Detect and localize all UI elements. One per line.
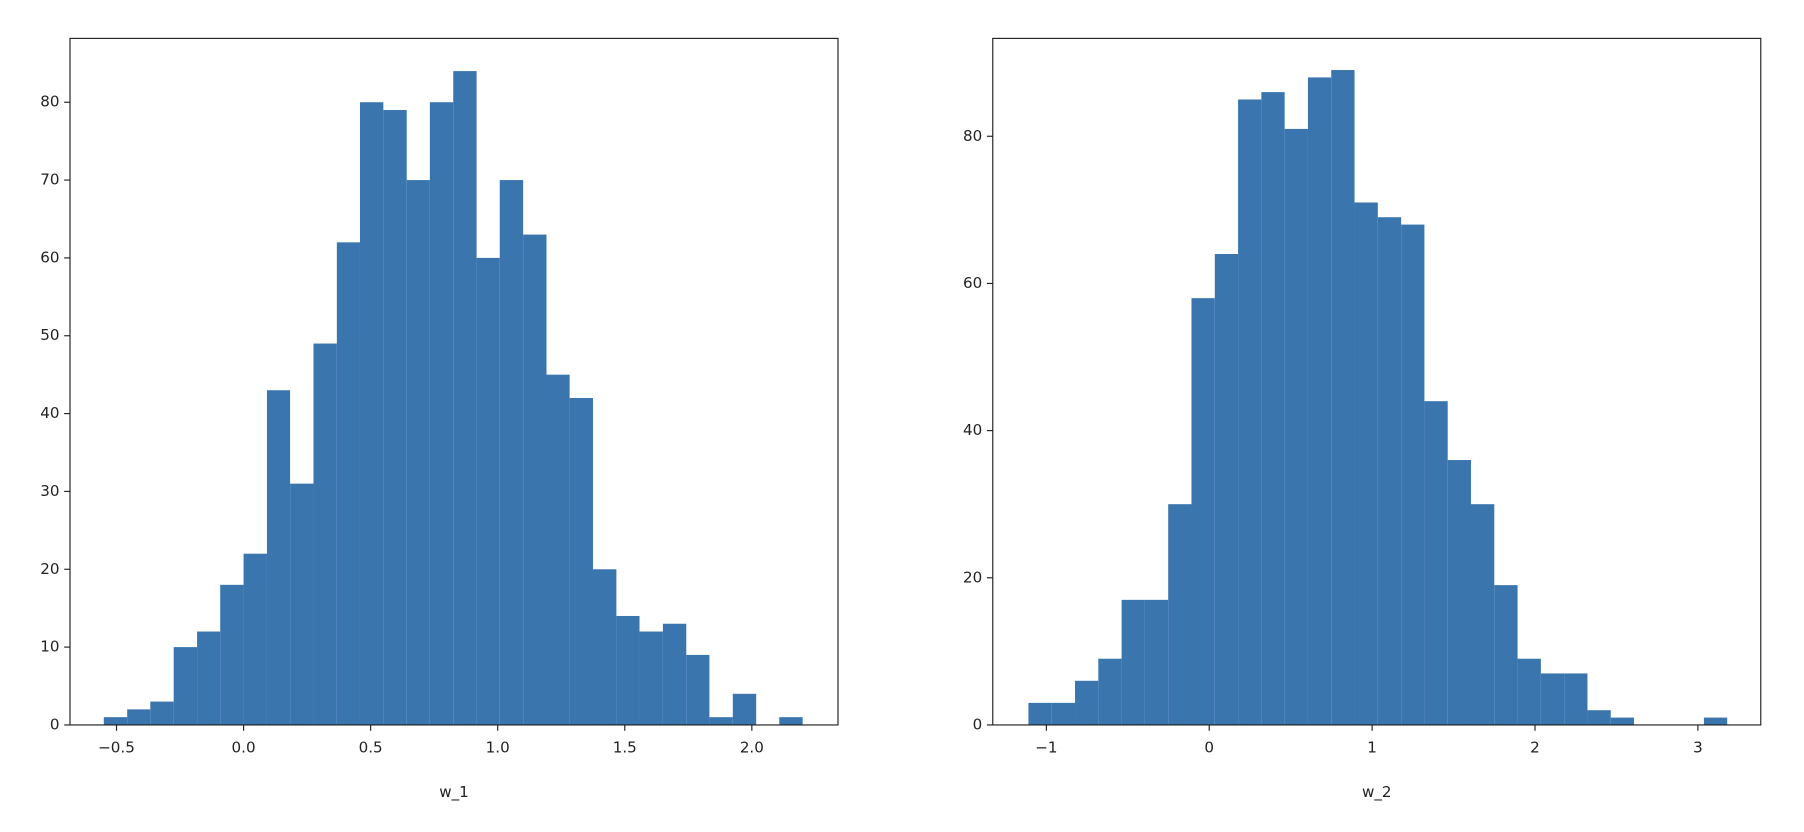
bar <box>1284 128 1308 725</box>
bar <box>1028 702 1052 725</box>
x-tick-label: 1.0 <box>486 739 510 757</box>
bar <box>173 647 198 725</box>
x-tick-label: 0.5 <box>359 739 383 757</box>
bar <box>359 102 384 725</box>
bar <box>709 717 733 725</box>
bar <box>569 398 594 725</box>
bar <box>1238 99 1262 725</box>
x-tick-label: 0 <box>1204 739 1214 757</box>
bar <box>103 717 128 725</box>
bar <box>1098 658 1122 725</box>
bar <box>1540 673 1565 725</box>
x-tick-label: 3 <box>1693 739 1703 757</box>
bar <box>686 654 710 725</box>
bar <box>1703 717 1728 725</box>
x-tick-label: −1 <box>1035 739 1057 757</box>
bar <box>662 623 687 725</box>
bar <box>406 180 430 725</box>
bar <box>546 374 570 725</box>
bar <box>593 569 617 725</box>
bar <box>336 242 360 725</box>
y-tick-label: 10 <box>40 638 59 656</box>
bar <box>1354 202 1378 725</box>
x-tick-label: 2 <box>1530 739 1540 757</box>
bar <box>1470 504 1495 725</box>
bar <box>732 693 757 725</box>
y-tick-label: 30 <box>40 482 59 500</box>
bar <box>290 483 314 725</box>
bar <box>453 71 477 725</box>
bar <box>1587 710 1611 725</box>
bar <box>1331 70 1355 725</box>
y-tick-label: 80 <box>963 127 982 145</box>
bar <box>383 110 407 725</box>
bar <box>1447 460 1471 725</box>
bar <box>639 631 663 725</box>
bar <box>523 234 547 725</box>
bar <box>1377 217 1402 725</box>
x-tick-label: 1.5 <box>613 739 637 757</box>
bar <box>150 701 174 725</box>
bar <box>499 180 524 725</box>
bar <box>1307 77 1332 725</box>
y-tick-label: 20 <box>963 568 982 586</box>
y-tick-label: 20 <box>40 560 59 578</box>
bar <box>1517 658 1541 725</box>
bar <box>779 717 803 725</box>
bar <box>1051 702 1076 725</box>
y-tick-label: 0 <box>50 715 60 733</box>
axes-frame <box>69 37 839 726</box>
bar <box>1564 673 1588 725</box>
y-tick-label: 0 <box>973 715 983 733</box>
bar <box>1191 298 1215 725</box>
x-tick-label: 2.0 <box>740 739 764 757</box>
y-tick-label: 60 <box>963 274 982 292</box>
axes-frame <box>992 37 1762 726</box>
bar <box>616 615 640 725</box>
bar <box>1261 92 1285 725</box>
y-tick-label: 40 <box>40 404 59 422</box>
bar <box>1494 585 1518 725</box>
bar <box>1121 599 1145 725</box>
bar <box>127 709 151 725</box>
bar <box>1214 254 1239 725</box>
bar <box>266 390 291 725</box>
x-axis-label: w_1 <box>439 783 469 802</box>
bar <box>1610 717 1635 725</box>
bar <box>1075 680 1099 725</box>
bar <box>197 631 221 725</box>
bar <box>1168 504 1192 725</box>
bar <box>1424 401 1448 725</box>
bar <box>313 343 337 725</box>
x-axis-label: w_2 <box>1362 783 1392 802</box>
bar <box>1401 224 1425 725</box>
y-tick-label: 70 <box>40 171 59 189</box>
y-tick-label: 60 <box>40 248 59 266</box>
y-tick-label: 80 <box>40 93 59 111</box>
x-tick-label: 0.0 <box>232 739 256 757</box>
y-tick-label: 40 <box>963 421 982 439</box>
bar <box>220 584 244 725</box>
bar <box>243 553 267 725</box>
bar <box>429 102 454 725</box>
bar <box>1144 599 1169 725</box>
x-tick-label: −0.5 <box>98 739 135 757</box>
bar <box>476 257 500 725</box>
y-tick-label: 50 <box>40 326 59 344</box>
x-tick-label: 1 <box>1367 739 1377 757</box>
